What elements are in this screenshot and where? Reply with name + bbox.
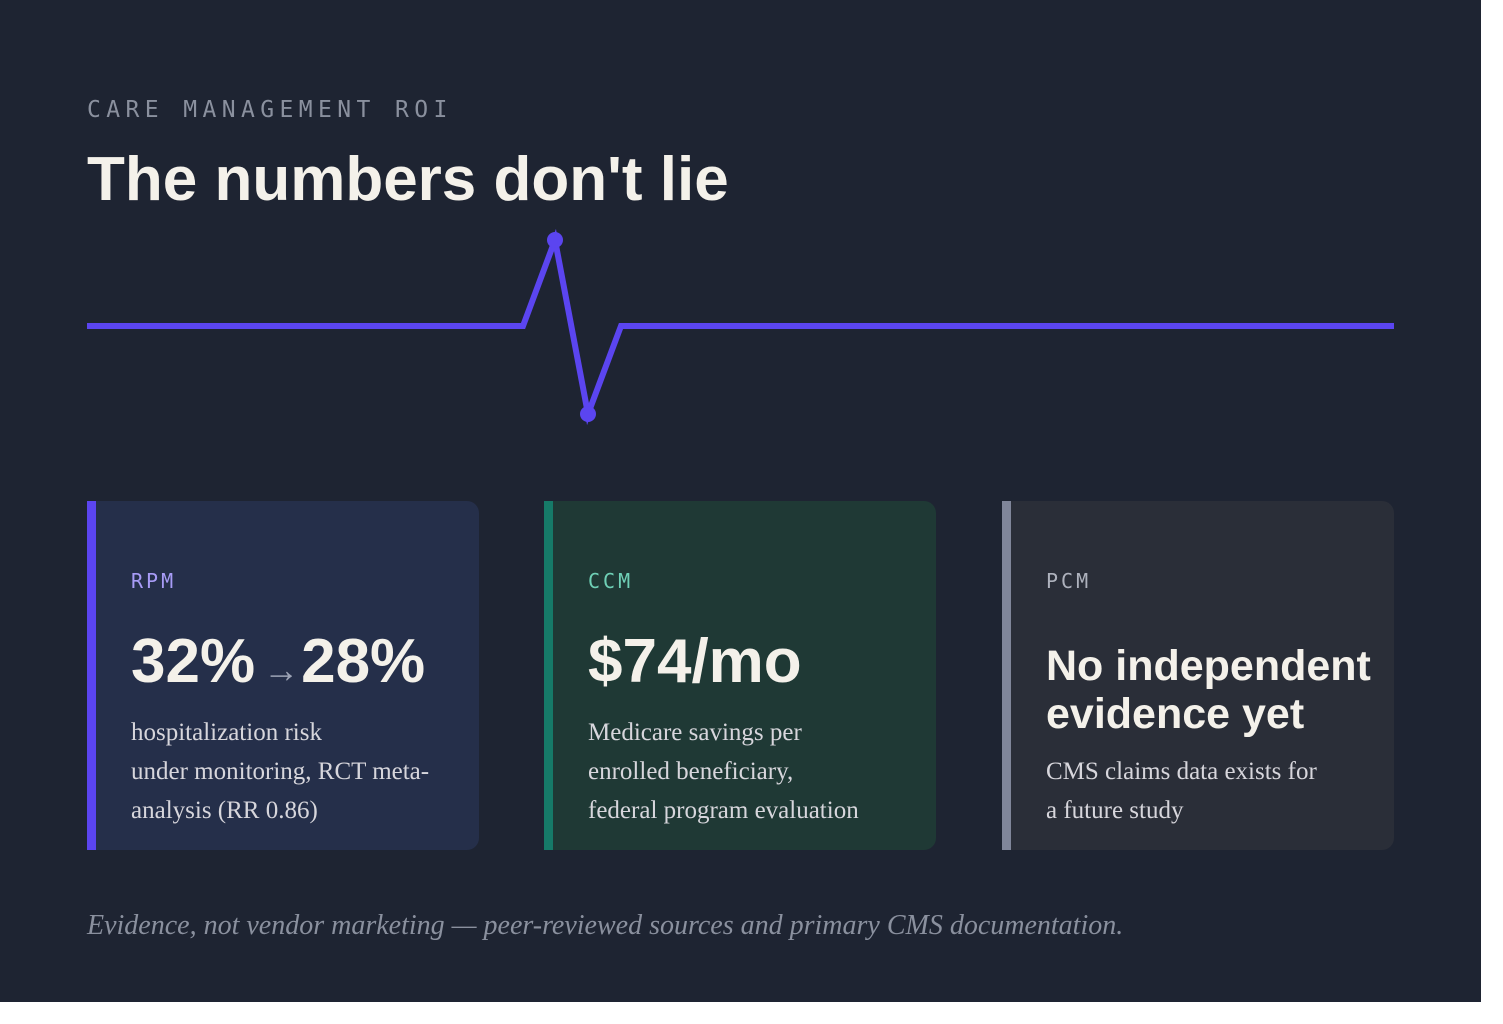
- card-ccm: CCM $74/mo Medicare savings per enrolled…: [544, 501, 936, 850]
- card-description: hospitalization risk under monitoring, R…: [131, 713, 429, 830]
- description-line: hospitalization risk: [131, 719, 322, 746]
- card-value: $74/mo: [588, 627, 802, 696]
- heartbeat-trough-dot: [580, 406, 596, 422]
- card-label: PCM: [1046, 569, 1092, 593]
- description-line: CMS claims data exists for: [1046, 758, 1317, 785]
- heartbeat-line: [87, 228, 1394, 426]
- card-value: 32% →28%: [131, 629, 425, 694]
- description-line: analysis (RR 0.86): [131, 797, 318, 824]
- description-line: under monitoring, RCT meta-: [131, 758, 430, 785]
- page-title: The numbers don't lie: [87, 145, 729, 214]
- card-description: CMS claims data exists for a future stud…: [1046, 752, 1317, 830]
- description-line: federal program evaluation: [588, 797, 859, 824]
- eyebrow-label: CARE MANAGEMENT ROI: [87, 97, 453, 123]
- description-line: a future study: [1046, 797, 1184, 824]
- heartbeat-peak-dot: [547, 232, 563, 248]
- card-label: RPM: [131, 569, 177, 593]
- card-label: CCM: [588, 569, 634, 593]
- value-from: 32%: [131, 627, 256, 696]
- card-rpm: RPM 32% →28% hospitalization risk under m…: [87, 501, 479, 850]
- slide: CARE MANAGEMENT ROI The numbers don't li…: [0, 0, 1481, 1002]
- value-to: 28%: [301, 627, 426, 696]
- description-line: Medicare savings per: [588, 719, 802, 746]
- description-line: enrolled beneficiary,: [588, 758, 794, 785]
- card-value: No independent evidence yet: [1046, 642, 1371, 738]
- card-pcm: PCM No independent evidence yet CMS clai…: [1002, 501, 1394, 850]
- footnote: Evidence, not vendor marketing — peer-re…: [87, 910, 1124, 941]
- arrow-right-icon: →: [263, 649, 300, 690]
- card-description: Medicare savings per enrolled beneficiar…: [588, 713, 859, 830]
